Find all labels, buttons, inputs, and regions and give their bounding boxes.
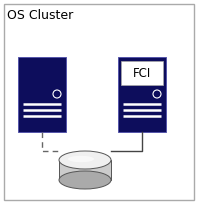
- Bar: [18, 57, 66, 132]
- Ellipse shape: [68, 156, 94, 162]
- Bar: [118, 57, 166, 132]
- Text: FCI: FCI: [133, 67, 151, 79]
- Bar: [121, 61, 163, 85]
- Text: OS Cluster: OS Cluster: [7, 9, 73, 22]
- Ellipse shape: [59, 151, 111, 169]
- Polygon shape: [59, 160, 111, 180]
- Ellipse shape: [59, 171, 111, 189]
